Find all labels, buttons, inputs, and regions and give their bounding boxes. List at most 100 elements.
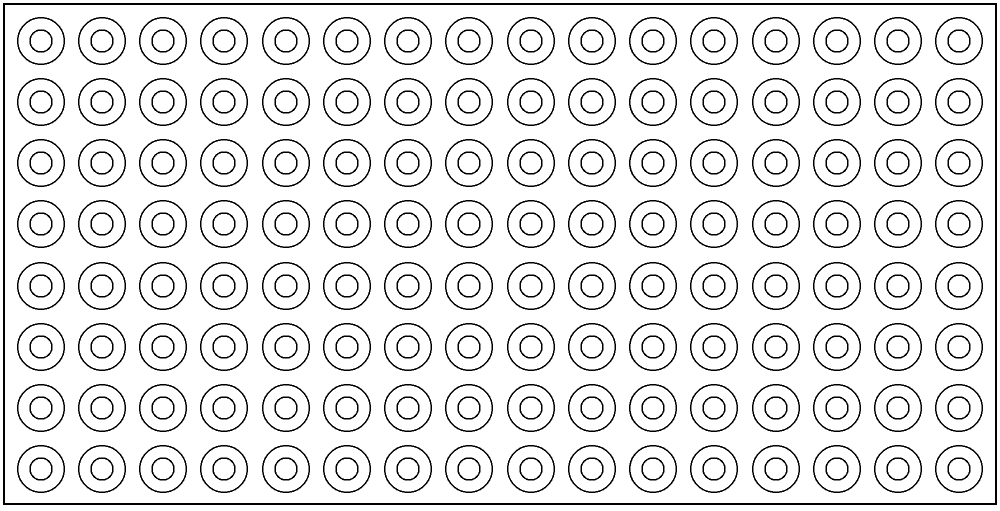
grid-cell [500, 316, 561, 377]
grid-cell [71, 133, 132, 194]
grid-cell [439, 439, 500, 500]
ring-icon [813, 139, 861, 187]
grid-cell [929, 316, 990, 377]
ring-icon [200, 384, 248, 432]
grid-cell [745, 378, 806, 439]
grid-cell [378, 439, 439, 500]
grid-cell [684, 194, 745, 255]
ring-icon [323, 200, 371, 248]
ring-icon [752, 139, 800, 187]
ring-icon [384, 323, 432, 371]
grid-cell [806, 255, 867, 316]
ring-icon [262, 323, 310, 371]
ring-icon [262, 17, 310, 65]
grid-cell [623, 71, 684, 132]
grid-cell [378, 316, 439, 377]
ring-icon [17, 139, 65, 187]
ring-icon [935, 78, 983, 126]
grid-cell [316, 71, 377, 132]
ring-icon [629, 262, 677, 310]
grid-cell [133, 439, 194, 500]
grid-cell [71, 439, 132, 500]
grid-cell [684, 133, 745, 194]
grid-cell [929, 194, 990, 255]
ring-icon [813, 78, 861, 126]
grid-cell [71, 255, 132, 316]
grid-cell [929, 378, 990, 439]
ring-icon [507, 323, 555, 371]
ring-icon [874, 384, 922, 432]
ring-icon [629, 78, 677, 126]
ring-icon [874, 17, 922, 65]
grid-cell [500, 71, 561, 132]
grid-cell [623, 10, 684, 71]
ring-icon [874, 262, 922, 310]
grid-cell [868, 10, 929, 71]
ring-icon [690, 384, 738, 432]
grid-cell [500, 439, 561, 500]
grid-cell [745, 255, 806, 316]
grid-cell [10, 71, 71, 132]
grid-cell [868, 316, 929, 377]
grid-cell [745, 71, 806, 132]
grid-cell [439, 255, 500, 316]
grid-cell [806, 71, 867, 132]
ring-icon [17, 262, 65, 310]
grid-cell [806, 439, 867, 500]
grid-cell [745, 194, 806, 255]
ring-icon [323, 17, 371, 65]
ring-icon [445, 323, 493, 371]
grid-cell [378, 71, 439, 132]
grid-cell [255, 378, 316, 439]
ring-icon [200, 323, 248, 371]
grid-cell [439, 316, 500, 377]
grid-cell [561, 10, 622, 71]
ring-icon [568, 445, 616, 493]
ring-icon [874, 323, 922, 371]
ring-icon [507, 78, 555, 126]
grid-cell [623, 194, 684, 255]
grid-cell [745, 316, 806, 377]
ring-icon [262, 78, 310, 126]
grid-cell [868, 194, 929, 255]
grid-cell [255, 10, 316, 71]
grid-cell [316, 255, 377, 316]
grid-cell [10, 194, 71, 255]
grid-cell [868, 133, 929, 194]
ring-icon [139, 384, 187, 432]
grid-cell [806, 378, 867, 439]
grid-cell [133, 255, 194, 316]
grid-cell [255, 255, 316, 316]
grid-cell [194, 133, 255, 194]
ring-icon [78, 200, 126, 248]
grid-cell [133, 316, 194, 377]
ring-icon [690, 17, 738, 65]
ring-icon [813, 262, 861, 310]
ring-icon [445, 384, 493, 432]
ring-icon [568, 78, 616, 126]
ring-icon [200, 445, 248, 493]
grid-cell [71, 316, 132, 377]
ring-icon [507, 384, 555, 432]
ring-icon [752, 262, 800, 310]
ring-icon [78, 384, 126, 432]
grid-cell [623, 378, 684, 439]
grid-cell [71, 378, 132, 439]
ring-icon [813, 17, 861, 65]
grid-cell [439, 71, 500, 132]
ring-icon [384, 445, 432, 493]
grid-cell [194, 10, 255, 71]
ring-icon [200, 17, 248, 65]
grid-cell [929, 255, 990, 316]
ring-icon [384, 78, 432, 126]
ring-icon [752, 384, 800, 432]
ring-icon [262, 200, 310, 248]
ring-icon [935, 200, 983, 248]
ring-icon [78, 323, 126, 371]
ring-icon [568, 262, 616, 310]
grid-cell [255, 133, 316, 194]
ring-icon [262, 262, 310, 310]
ring-icon [690, 78, 738, 126]
ring-icon [17, 78, 65, 126]
grid-cell [133, 10, 194, 71]
